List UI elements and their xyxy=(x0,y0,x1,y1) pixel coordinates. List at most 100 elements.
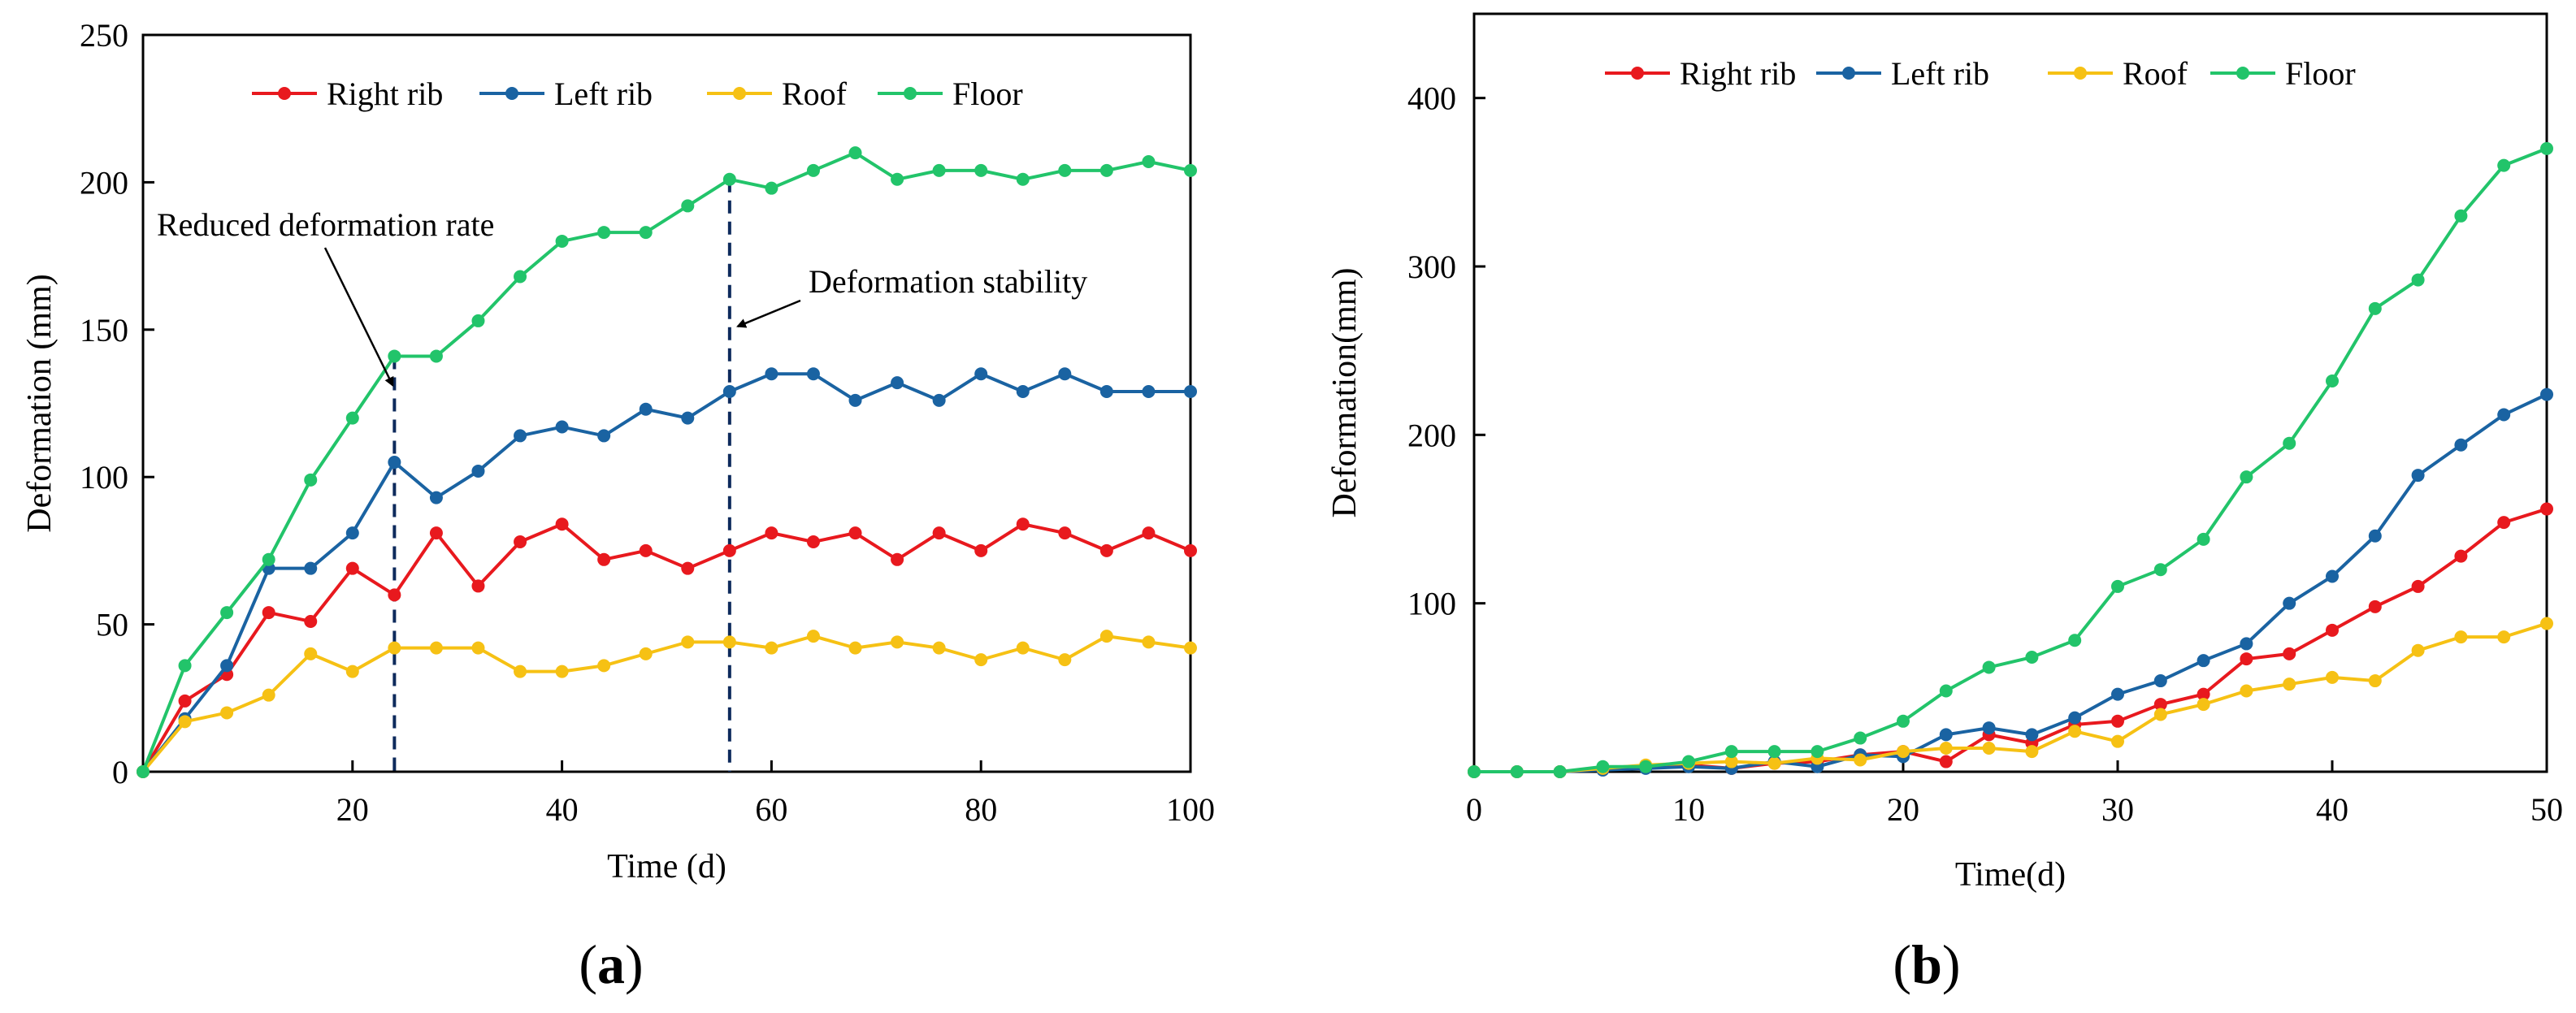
data-point-floor xyxy=(304,473,318,487)
data-point-floor xyxy=(514,270,527,284)
data-point-left-rib xyxy=(2497,408,2511,422)
data-point-floor xyxy=(471,314,485,327)
data-point-roof xyxy=(345,665,359,678)
data-point-right-rib xyxy=(639,543,653,557)
data-point-floor xyxy=(1468,765,1481,778)
plot-frame xyxy=(1472,12,2548,773)
series-line-left-rib xyxy=(1474,392,2548,773)
y-tick-label: 300 xyxy=(1407,249,1456,285)
data-point-left-rib xyxy=(2111,687,2124,701)
annotation-text: Deformation stability xyxy=(809,263,1087,300)
data-point-roof xyxy=(2497,630,2511,644)
y-tick-label: 250 xyxy=(80,17,128,54)
data-point-roof xyxy=(848,641,862,655)
data-point-roof xyxy=(2240,684,2253,698)
data-point-floor xyxy=(1682,755,1695,768)
data-point-left-rib xyxy=(2197,654,2210,668)
data-point-right-rib xyxy=(2111,714,2124,728)
data-point-floor xyxy=(1184,163,1197,177)
data-point-roof xyxy=(388,641,401,655)
data-point-left-rib xyxy=(345,526,359,540)
data-point-floor xyxy=(2153,563,2167,577)
data-point-right-rib xyxy=(304,614,318,628)
data-point-floor xyxy=(388,349,401,363)
data-point-roof xyxy=(1982,741,1996,755)
data-point-roof xyxy=(2540,617,2553,630)
data-point-left-rib xyxy=(2283,596,2296,610)
data-point-right-rib xyxy=(974,543,988,557)
data-point-floor xyxy=(932,163,946,177)
legend-marker xyxy=(278,87,291,100)
data-point-right-rib xyxy=(722,543,736,557)
data-point-floor xyxy=(2411,273,2425,287)
series-line-floor xyxy=(141,151,1191,773)
data-point-roof xyxy=(2197,698,2210,712)
data-point-floor xyxy=(1724,745,1738,759)
data-point-left-rib xyxy=(848,393,862,407)
x-tick-label: 40 xyxy=(2316,791,2348,828)
data-point-left-rib xyxy=(639,402,653,416)
data-point-floor xyxy=(1939,684,1953,698)
y-tick-label: 400 xyxy=(1407,80,1456,117)
data-point-left-rib xyxy=(1058,367,1072,381)
data-point-left-rib xyxy=(1099,384,1113,398)
y-tick-label: 0 xyxy=(112,754,128,790)
series-line-left-rib xyxy=(141,372,1190,773)
legend-label: Floor xyxy=(2285,55,2356,92)
data-point-left-rib xyxy=(2240,637,2253,651)
data-point-floor xyxy=(848,146,862,160)
data-point-floor xyxy=(2111,579,2124,593)
legend-label: Right rib xyxy=(327,76,443,112)
chart-b: 0 10 20 30 40 50 100 200 300 400 Time(d) Deformatio… xyxy=(1326,12,2563,894)
legend-label: Left rib xyxy=(554,76,653,112)
data-point-right-rib xyxy=(1099,543,1113,557)
data-point-floor xyxy=(1854,731,1867,745)
data-point-roof xyxy=(2411,643,2425,657)
data-point-roof xyxy=(1897,745,1910,759)
x-tick-label: 20 xyxy=(336,791,369,828)
data-point-left-rib xyxy=(597,429,611,443)
legend-marker xyxy=(1842,67,1855,80)
data-point-right-rib xyxy=(681,561,695,575)
data-point-left-rib xyxy=(555,420,569,434)
data-point-floor xyxy=(137,765,150,778)
data-point-left-rib xyxy=(2454,438,2468,452)
data-point-floor xyxy=(2540,141,2553,155)
data-point-left-rib xyxy=(1016,384,1030,398)
data-point-floor xyxy=(220,606,234,620)
data-point-left-rib xyxy=(1142,384,1156,398)
data-point-right-rib xyxy=(555,517,569,531)
data-point-floor xyxy=(178,659,192,673)
data-point-left-rib xyxy=(429,491,443,504)
data-point-left-rib xyxy=(1939,728,1953,742)
panel-a-label: (a) xyxy=(579,933,643,995)
data-point-left-rib xyxy=(388,456,401,470)
data-point-floor xyxy=(2025,651,2039,665)
data-point-roof xyxy=(2454,630,2468,644)
annotation-text: Reduced deformation rate xyxy=(157,206,494,243)
x-tick-label: 0 xyxy=(1466,791,1482,828)
data-point-roof xyxy=(1099,630,1113,643)
legend-label: Right rib xyxy=(1680,55,1796,92)
data-point-roof xyxy=(2025,745,2039,759)
data-point-right-rib xyxy=(2411,579,2425,593)
data-point-roof xyxy=(2068,725,2082,738)
data-point-roof xyxy=(2368,674,2382,688)
data-point-right-rib xyxy=(891,552,904,566)
data-point-floor xyxy=(1099,163,1113,177)
series-line-roof xyxy=(1474,621,2548,773)
data-point-floor xyxy=(891,172,904,186)
data-point-left-rib xyxy=(304,561,318,575)
data-point-floor xyxy=(2283,436,2296,450)
data-point-roof xyxy=(722,635,736,649)
data-point-floor xyxy=(2068,634,2082,647)
data-point-roof xyxy=(1184,641,1197,655)
data-point-right-rib xyxy=(597,552,611,566)
data-point-roof xyxy=(932,641,946,655)
x-tick-label: 30 xyxy=(2101,791,2134,828)
data-point-left-rib xyxy=(2153,674,2167,688)
y-tick-label: 200 xyxy=(80,164,128,201)
x-axis-label: Time(d) xyxy=(1955,856,2066,894)
series-line-right-rib xyxy=(141,522,1191,773)
data-point-left-rib xyxy=(220,659,234,673)
